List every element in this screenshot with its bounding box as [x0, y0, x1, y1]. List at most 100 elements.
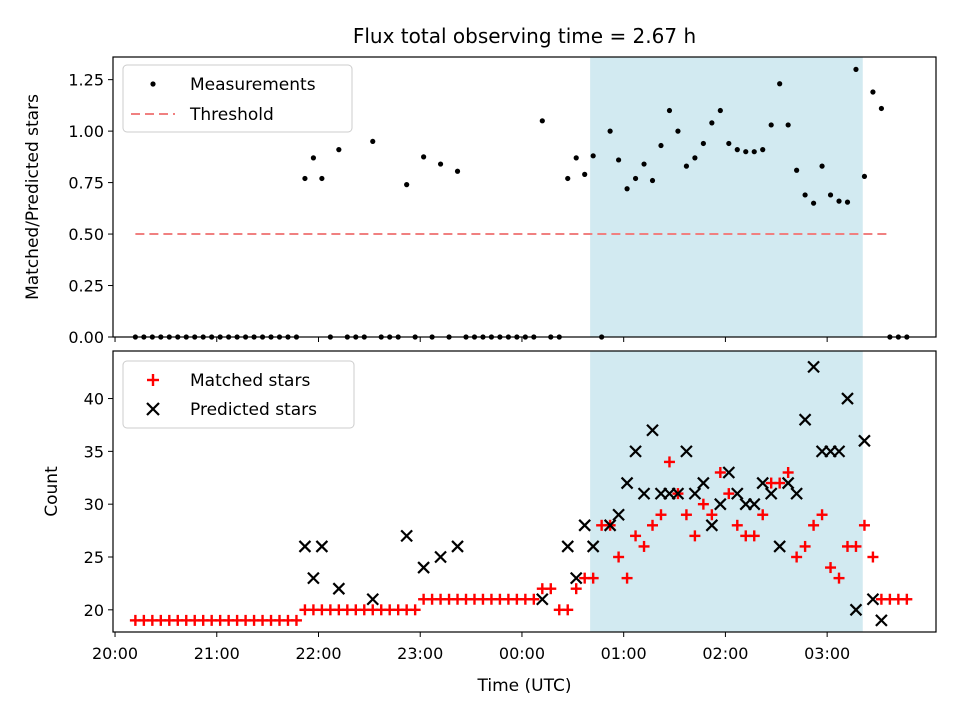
measurement-point [844, 199, 851, 205]
top-legend: Measurements Threshold [122, 64, 353, 133]
predicted-star-point [807, 360, 820, 374]
observing-time-span-bottom [590, 351, 863, 632]
predicted-star-point [586, 540, 600, 553]
matched-star-point [714, 466, 726, 478]
measurement-point [437, 161, 444, 167]
predicted-star-point [714, 497, 727, 511]
x-tick-label: 03:00 [804, 644, 850, 663]
matched-star-point [570, 583, 582, 595]
matched-star-point [409, 604, 421, 616]
predicted-star-point [705, 519, 719, 532]
measurement-point [768, 122, 774, 128]
matched-star-point [816, 509, 828, 521]
matched-star-point [825, 562, 837, 574]
matched-star-point [663, 456, 675, 468]
predicted-star-point [832, 445, 846, 458]
measurement-point [421, 154, 427, 160]
measurement-point [370, 138, 376, 145]
predicted-star-point [434, 550, 447, 564]
matched-star-point [799, 540, 811, 552]
legend-matched-label: Matched stars [190, 371, 310, 391]
predicted-star-point [731, 487, 744, 500]
bottom-legend: Matched stars Predicted stars [122, 360, 355, 429]
measurement-point [794, 167, 800, 173]
predicted-star-point [697, 476, 710, 490]
measurement-point [658, 142, 664, 149]
measurement-point [649, 177, 656, 184]
bottom-y-tick-label: 20 [84, 601, 104, 620]
measurement-point [632, 175, 639, 182]
measurement-point [827, 192, 834, 198]
top-y-tick-label: 0.25 [68, 277, 104, 296]
measurement-point [565, 175, 571, 182]
matched-star-point [833, 572, 845, 584]
predicted-star-point [612, 508, 625, 522]
measurement-points [132, 66, 910, 340]
predicted-star-point [790, 487, 803, 500]
top-y-tick-label: 1.25 [68, 71, 104, 90]
matched-star-point [613, 551, 625, 563]
matched-star-point [562, 604, 574, 616]
predicted-star-point [569, 571, 583, 585]
matched-star-point [630, 530, 642, 542]
measurement-point [336, 147, 342, 153]
measurement-point [878, 105, 885, 112]
measurement-point [683, 163, 690, 169]
bottom-legend-box [122, 360, 355, 429]
measurement-point [734, 147, 740, 153]
predicted-star-point [561, 540, 575, 553]
bottom-y-axis-label: Count [42, 466, 62, 517]
measurement-point [751, 149, 757, 155]
predicted-star-point [315, 540, 329, 553]
top-y-tick-label: 1.00 [68, 122, 104, 141]
predicted-star-point [781, 476, 795, 490]
x-tick-label: 23:00 [397, 644, 443, 663]
bottom-y-tick-label: 40 [84, 390, 104, 409]
matched-star-point [731, 519, 743, 531]
matched-star-point [638, 540, 650, 552]
bottom-y-tick-label: 35 [84, 442, 104, 461]
bottom-y-tick-label: 25 [84, 548, 104, 567]
observing-time-span [590, 57, 863, 337]
matched-star-point [808, 519, 820, 531]
legend-measurements-marker [150, 81, 156, 87]
bottom-x-ticks: 20:00 21:00 22:00 23:00 00:00 01:00 02:00 03:00 [92, 632, 850, 663]
measurement-point [641, 161, 647, 167]
predicted-star-point [849, 603, 863, 617]
predicted-star-point [637, 487, 651, 500]
matched-star-point [901, 593, 913, 605]
predicted-star-point [764, 487, 778, 500]
matched-star-point [587, 572, 599, 584]
top-y-tick-label: 0.00 [68, 328, 104, 347]
matched-star-point [528, 593, 540, 605]
measurement-point [870, 89, 876, 95]
measurement-point [853, 66, 859, 72]
measurement-point [777, 81, 783, 87]
matched-star-point [757, 509, 769, 521]
measurement-point [624, 186, 630, 192]
measurement-point [590, 153, 596, 159]
matched-star-point [867, 551, 879, 563]
predicted-star-point [747, 497, 761, 511]
matched-star-point [748, 530, 760, 542]
measurement-point [573, 155, 579, 161]
measurement-point [319, 175, 325, 182]
matched-star-point [858, 519, 870, 531]
legend-threshold-label: Threshold [189, 105, 274, 125]
matched-star-point [680, 509, 692, 521]
bottom-axes-frame [112, 350, 937, 633]
measurement-point [692, 155, 698, 161]
predicted-star-point [688, 487, 702, 500]
matched-star-point [697, 498, 709, 510]
measurement-point [582, 171, 588, 177]
matched-star-point [647, 519, 659, 531]
predicted-star-point [536, 592, 549, 606]
measurement-point [717, 107, 723, 114]
matched-star-point [290, 614, 302, 626]
predicted-star-point [451, 540, 464, 553]
predicted-star-point [400, 529, 413, 543]
x-axis-label: Time (UTC) [477, 676, 572, 696]
x-tick-label: 00:00 [499, 644, 545, 663]
predicted-star-point [578, 519, 591, 532]
predicted-star-point [841, 392, 854, 405]
